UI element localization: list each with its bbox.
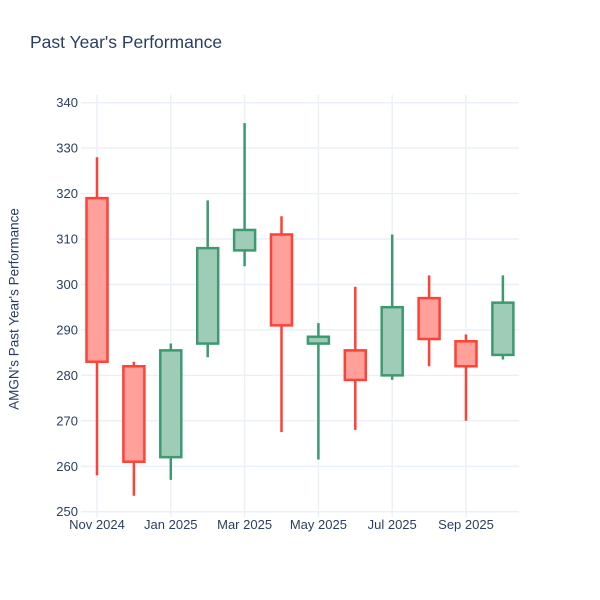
candle-body-Jan-2025[interactable] <box>159 349 183 459</box>
y-tick-label-280: 280 <box>56 368 78 383</box>
candle-body-Aug-2025[interactable] <box>417 296 441 341</box>
x-tick-label-Nov-2024: Nov 2024 <box>69 517 125 532</box>
candle-body-Nov-2024[interactable] <box>85 196 109 363</box>
y-tick-label-330: 330 <box>56 141 78 156</box>
candle-body-Dec-2024[interactable] <box>122 365 146 463</box>
y-tick-label-260: 260 <box>56 459 78 474</box>
y-tick-label-290: 290 <box>56 322 78 337</box>
x-tick-label-May-2025: May 2025 <box>290 517 347 532</box>
chart-title: Past Year's Performance <box>30 32 223 52</box>
candle-body-Sep-2025[interactable] <box>454 340 478 368</box>
x-tick-label-Sep-2025: Sep 2025 <box>438 517 494 532</box>
candle-body-Jun-2025[interactable] <box>343 349 368 382</box>
x-tick-label-Mar-2025: Mar 2025 <box>217 517 272 532</box>
x-tick-label-Jul-2025: Jul 2025 <box>368 517 417 532</box>
x-tick-label-Jan-2025: Jan 2025 <box>144 517 198 532</box>
candle-body-Apr-2025[interactable] <box>269 233 294 327</box>
y-tick-label-340: 340 <box>56 95 78 110</box>
candle-body-Jul-2025[interactable] <box>380 305 404 377</box>
candle-body-Feb-2025[interactable] <box>195 246 220 345</box>
y-tick-label-300: 300 <box>56 277 78 292</box>
candle-body-Mar-2025[interactable] <box>232 228 257 252</box>
y-tick-label-250: 250 <box>56 504 78 519</box>
y-tick-label-270: 270 <box>56 413 78 428</box>
candle-body-Oct-2025[interactable] <box>491 301 515 357</box>
candle-body-May-2025[interactable] <box>306 335 331 345</box>
y-tick-label-320: 320 <box>56 186 78 201</box>
y-tick-label-310: 310 <box>56 232 78 247</box>
